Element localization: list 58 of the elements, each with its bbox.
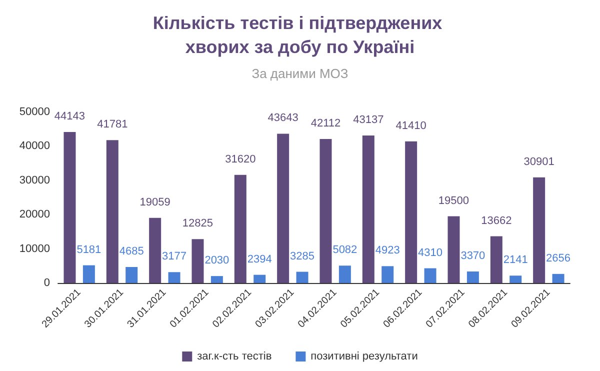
data-label: 31620 xyxy=(225,153,256,166)
bar xyxy=(466,271,479,283)
bar xyxy=(405,141,418,283)
data-label: 30901 xyxy=(524,156,554,168)
legend-label: заг.к-сть тестів xyxy=(197,350,272,362)
bar xyxy=(338,266,351,283)
data-label: 43643 xyxy=(268,112,298,124)
data-label: 44143 xyxy=(54,110,86,123)
data-label: 2141 xyxy=(503,254,528,266)
bar xyxy=(234,174,246,283)
data-label: 3285 xyxy=(290,250,315,262)
data-label: 2656 xyxy=(546,252,571,264)
bar xyxy=(510,276,522,283)
data-label: 3370 xyxy=(460,250,486,262)
bar xyxy=(277,134,290,283)
bar xyxy=(254,274,266,283)
y-tick-label: 40000 xyxy=(19,140,50,152)
bar xyxy=(106,140,118,283)
bar xyxy=(296,272,308,283)
bar xyxy=(448,216,460,283)
bar xyxy=(192,239,204,283)
data-label: 3177 xyxy=(162,250,187,263)
data-label: 19500 xyxy=(438,194,470,207)
data-label: 19059 xyxy=(140,196,170,208)
data-label: 4685 xyxy=(119,245,144,258)
data-label: 41781 xyxy=(97,118,128,131)
data-label: 2394 xyxy=(247,253,272,266)
bar xyxy=(424,268,436,283)
data-label: 13662 xyxy=(481,214,512,227)
bar xyxy=(490,236,502,283)
data-label: 42112 xyxy=(310,117,341,130)
data-label: 4923 xyxy=(375,244,400,257)
bar xyxy=(64,132,76,283)
data-label: 2030 xyxy=(204,254,230,267)
legend-label: позитивні результати xyxy=(310,350,418,362)
bar xyxy=(126,266,138,283)
bar xyxy=(382,266,394,283)
bar xyxy=(320,138,332,283)
data-label: 43137 xyxy=(353,114,384,126)
data-label: 5082 xyxy=(332,244,358,256)
data-label: 41410 xyxy=(396,120,426,132)
data-label: 4310 xyxy=(418,246,443,259)
chart-subtitle: За даними МОЗ xyxy=(252,66,348,81)
y-tick-label: 0 xyxy=(44,277,50,289)
bar xyxy=(533,177,546,283)
data-label: 12825 xyxy=(182,218,214,230)
bar xyxy=(362,135,374,283)
bar xyxy=(552,274,564,283)
chart-title: Кількість тестів і підтверджених хворих за добу по Україні xyxy=(152,13,448,57)
y-tick-label: 30000 xyxy=(19,174,50,186)
data-label: 5181 xyxy=(76,244,102,256)
y-tick-label: 20000 xyxy=(19,208,50,221)
bar xyxy=(210,276,223,283)
bar xyxy=(168,272,180,283)
y-tick-label: 50000 xyxy=(19,106,50,118)
bar xyxy=(82,265,95,283)
y-tick-label: 10000 xyxy=(19,242,50,255)
bar xyxy=(149,218,162,283)
